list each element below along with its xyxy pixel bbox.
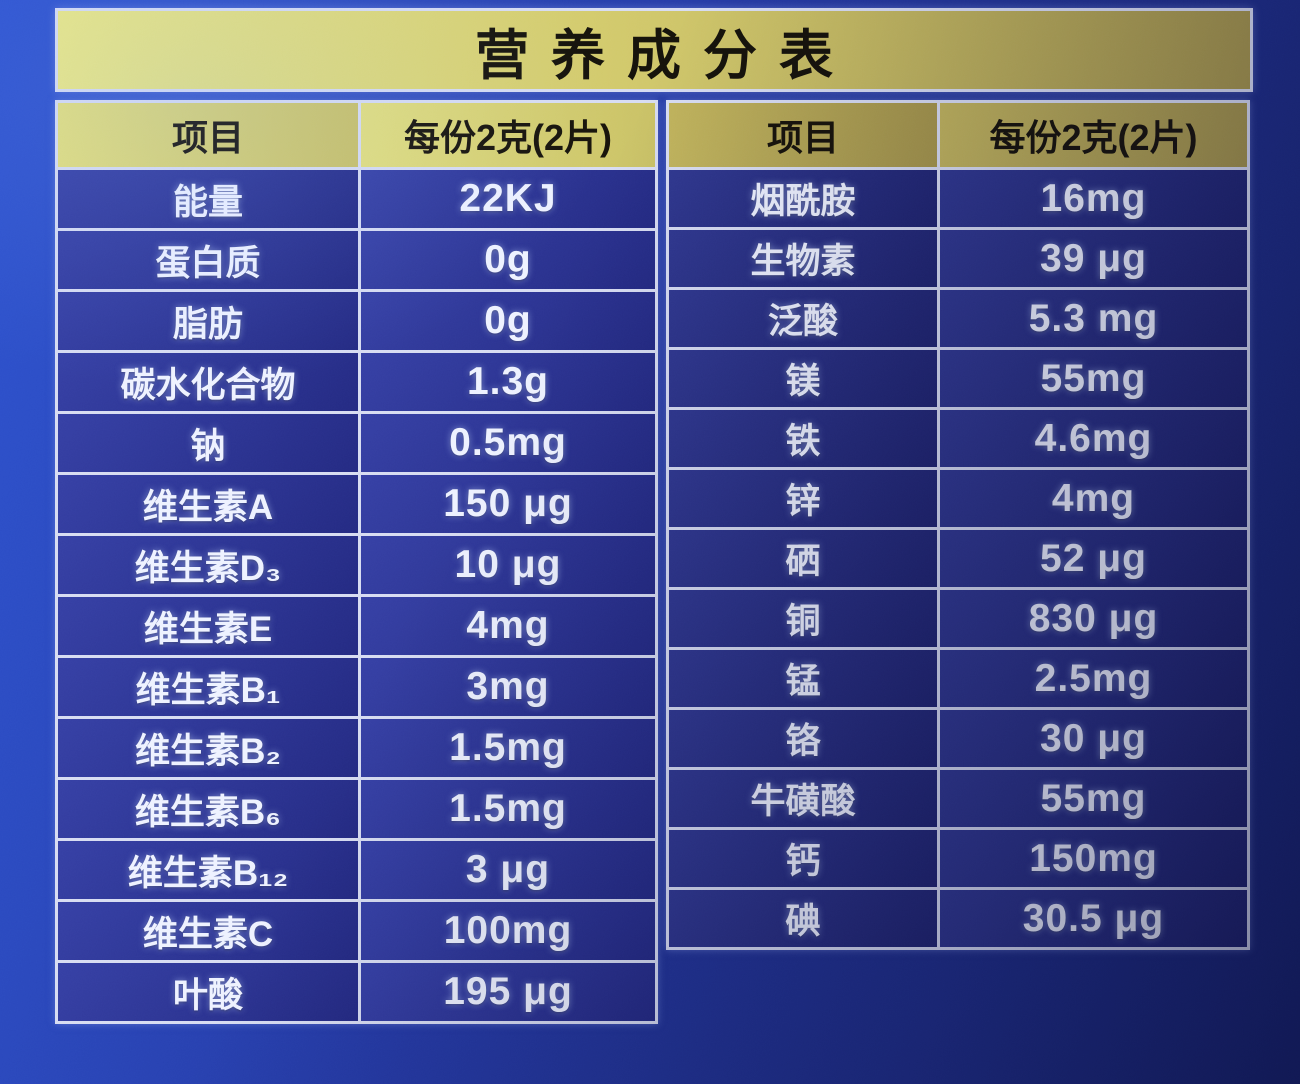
nutrient-name-cell: 锌 [669, 470, 937, 527]
nutrient-name-cell: 维生素A [58, 475, 358, 533]
nutrient-value-cell: 55mg [940, 350, 1247, 407]
nutrient-value-cell: 30 μg [940, 710, 1247, 767]
nutrient-value-cell: 0.5mg [361, 414, 655, 472]
table-row: 维生素B₁₂ 3 μg [58, 841, 655, 899]
nutrient-value-cell: 150 μg [361, 475, 655, 533]
nutrient-value-cell: 100mg [361, 902, 655, 960]
table-row: 钠 0.5mg [58, 414, 655, 472]
nutrient-name-cell: 铁 [669, 410, 937, 467]
nutrient-value-cell: 1.3g [361, 353, 655, 411]
nutrient-name-cell: 碳水化合物 [58, 353, 358, 411]
header-cell-serving: 每份2克(2片) [940, 103, 1247, 167]
table-row: 碘 30.5 μg [669, 890, 1247, 947]
nutrient-name-cell: 维生素B₂ [58, 719, 358, 777]
nutrient-name-cell: 维生素C [58, 902, 358, 960]
table-row: 锌 4mg [669, 470, 1247, 527]
table-row: 维生素E 4mg [58, 597, 655, 655]
table-row: 锰 2.5mg [669, 650, 1247, 707]
table-row: 叶酸 195 μg [58, 963, 655, 1021]
nutrient-value-cell: 30.5 μg [940, 890, 1247, 947]
nutrition-table-right: 项目 每份2克(2片) 烟酰胺 16mg 生物素 39 μg 泛酸 5.3 mg… [666, 100, 1250, 950]
nutrient-value-cell: 5.3 mg [940, 290, 1247, 347]
nutrient-value-cell: 22KJ [361, 170, 655, 228]
nutrient-value-cell: 1.5mg [361, 780, 655, 838]
nutrient-value-cell: 4mg [361, 597, 655, 655]
nutrient-value-cell: 4mg [940, 470, 1247, 527]
nutrient-name-cell: 脂肪 [58, 292, 358, 350]
table-row: 铜 830 μg [669, 590, 1247, 647]
header-cell-serving: 每份2克(2片) [361, 103, 655, 167]
nutrient-name-cell: 维生素B₁ [58, 658, 358, 716]
nutrient-name-cell: 生物素 [669, 230, 937, 287]
nutrient-value-cell: 830 μg [940, 590, 1247, 647]
table-row: 钙 150mg [669, 830, 1247, 887]
nutrient-name-cell: 牛磺酸 [669, 770, 937, 827]
nutrient-name-cell: 镁 [669, 350, 937, 407]
table-row: 泛酸 5.3 mg [669, 290, 1247, 347]
nutrient-value-cell: 2.5mg [940, 650, 1247, 707]
nutrient-name-cell: 硒 [669, 530, 937, 587]
table-row: 硒 52 μg [669, 530, 1247, 587]
nutrient-value-cell: 195 μg [361, 963, 655, 1021]
table-row: 生物素 39 μg [669, 230, 1247, 287]
header-cell-item: 项目 [58, 103, 358, 167]
nutrient-value-cell: 0g [361, 292, 655, 350]
table-row: 铁 4.6mg [669, 410, 1247, 467]
nutrient-name-cell: 碘 [669, 890, 937, 947]
table-row: 镁 55mg [669, 350, 1247, 407]
nutrient-name-cell: 能量 [58, 170, 358, 228]
table-row: 蛋白质 0g [58, 231, 655, 289]
nutrient-name-cell: 维生素E [58, 597, 358, 655]
table-row: 维生素A 150 μg [58, 475, 655, 533]
table-row: 维生素B₁ 3mg [58, 658, 655, 716]
nutrient-name-cell: 蛋白质 [58, 231, 358, 289]
nutrient-name-cell: 铜 [669, 590, 937, 647]
nutrient-value-cell: 55mg [940, 770, 1247, 827]
header-cell-item: 项目 [669, 103, 937, 167]
nutrition-table-left: 项目 每份2克(2片) 能量 22KJ 蛋白质 0g 脂肪 0g 碳水化合物 1… [55, 100, 658, 1024]
nutrient-name-cell: 叶酸 [58, 963, 358, 1021]
nutrient-value-cell: 4.6mg [940, 410, 1247, 467]
table-row: 铬 30 μg [669, 710, 1247, 767]
nutrient-value-cell: 3mg [361, 658, 655, 716]
nutrient-name-cell: 铬 [669, 710, 937, 767]
table-row: 维生素C 100mg [58, 902, 655, 960]
nutrient-value-cell: 150mg [940, 830, 1247, 887]
nutrient-value-cell: 52 μg [940, 530, 1247, 587]
nutrient-name-cell: 钙 [669, 830, 937, 887]
nutrient-name-cell: 维生素B₆ [58, 780, 358, 838]
table-header-row: 项目 每份2克(2片) [669, 103, 1247, 167]
nutrient-value-cell: 16mg [940, 170, 1247, 227]
table-row: 牛磺酸 55mg [669, 770, 1247, 827]
table-row: 烟酰胺 16mg [669, 170, 1247, 227]
table-row: 维生素B₂ 1.5mg [58, 719, 655, 777]
nutrient-name-cell: 钠 [58, 414, 358, 472]
nutrient-name-cell: 烟酰胺 [669, 170, 937, 227]
table-row: 能量 22KJ [58, 170, 655, 228]
nutrient-value-cell: 3 μg [361, 841, 655, 899]
title-banner: 营养成分表 [55, 8, 1253, 92]
table-row: 维生素B₆ 1.5mg [58, 780, 655, 838]
nutrient-name-cell: 泛酸 [669, 290, 937, 347]
table-header-row: 项目 每份2克(2片) [58, 103, 655, 167]
nutrient-value-cell: 39 μg [940, 230, 1247, 287]
nutrient-value-cell: 1.5mg [361, 719, 655, 777]
table-row: 碳水化合物 1.3g [58, 353, 655, 411]
nutrient-name-cell: 维生素B₁₂ [58, 841, 358, 899]
page-title: 营养成分表 [475, 25, 855, 86]
table-row: 脂肪 0g [58, 292, 655, 350]
nutrient-value-cell: 10 μg [361, 536, 655, 594]
nutrient-name-cell: 维生素D₃ [58, 536, 358, 594]
nutrient-value-cell: 0g [361, 231, 655, 289]
table-row: 维生素D₃ 10 μg [58, 536, 655, 594]
nutrient-name-cell: 锰 [669, 650, 937, 707]
